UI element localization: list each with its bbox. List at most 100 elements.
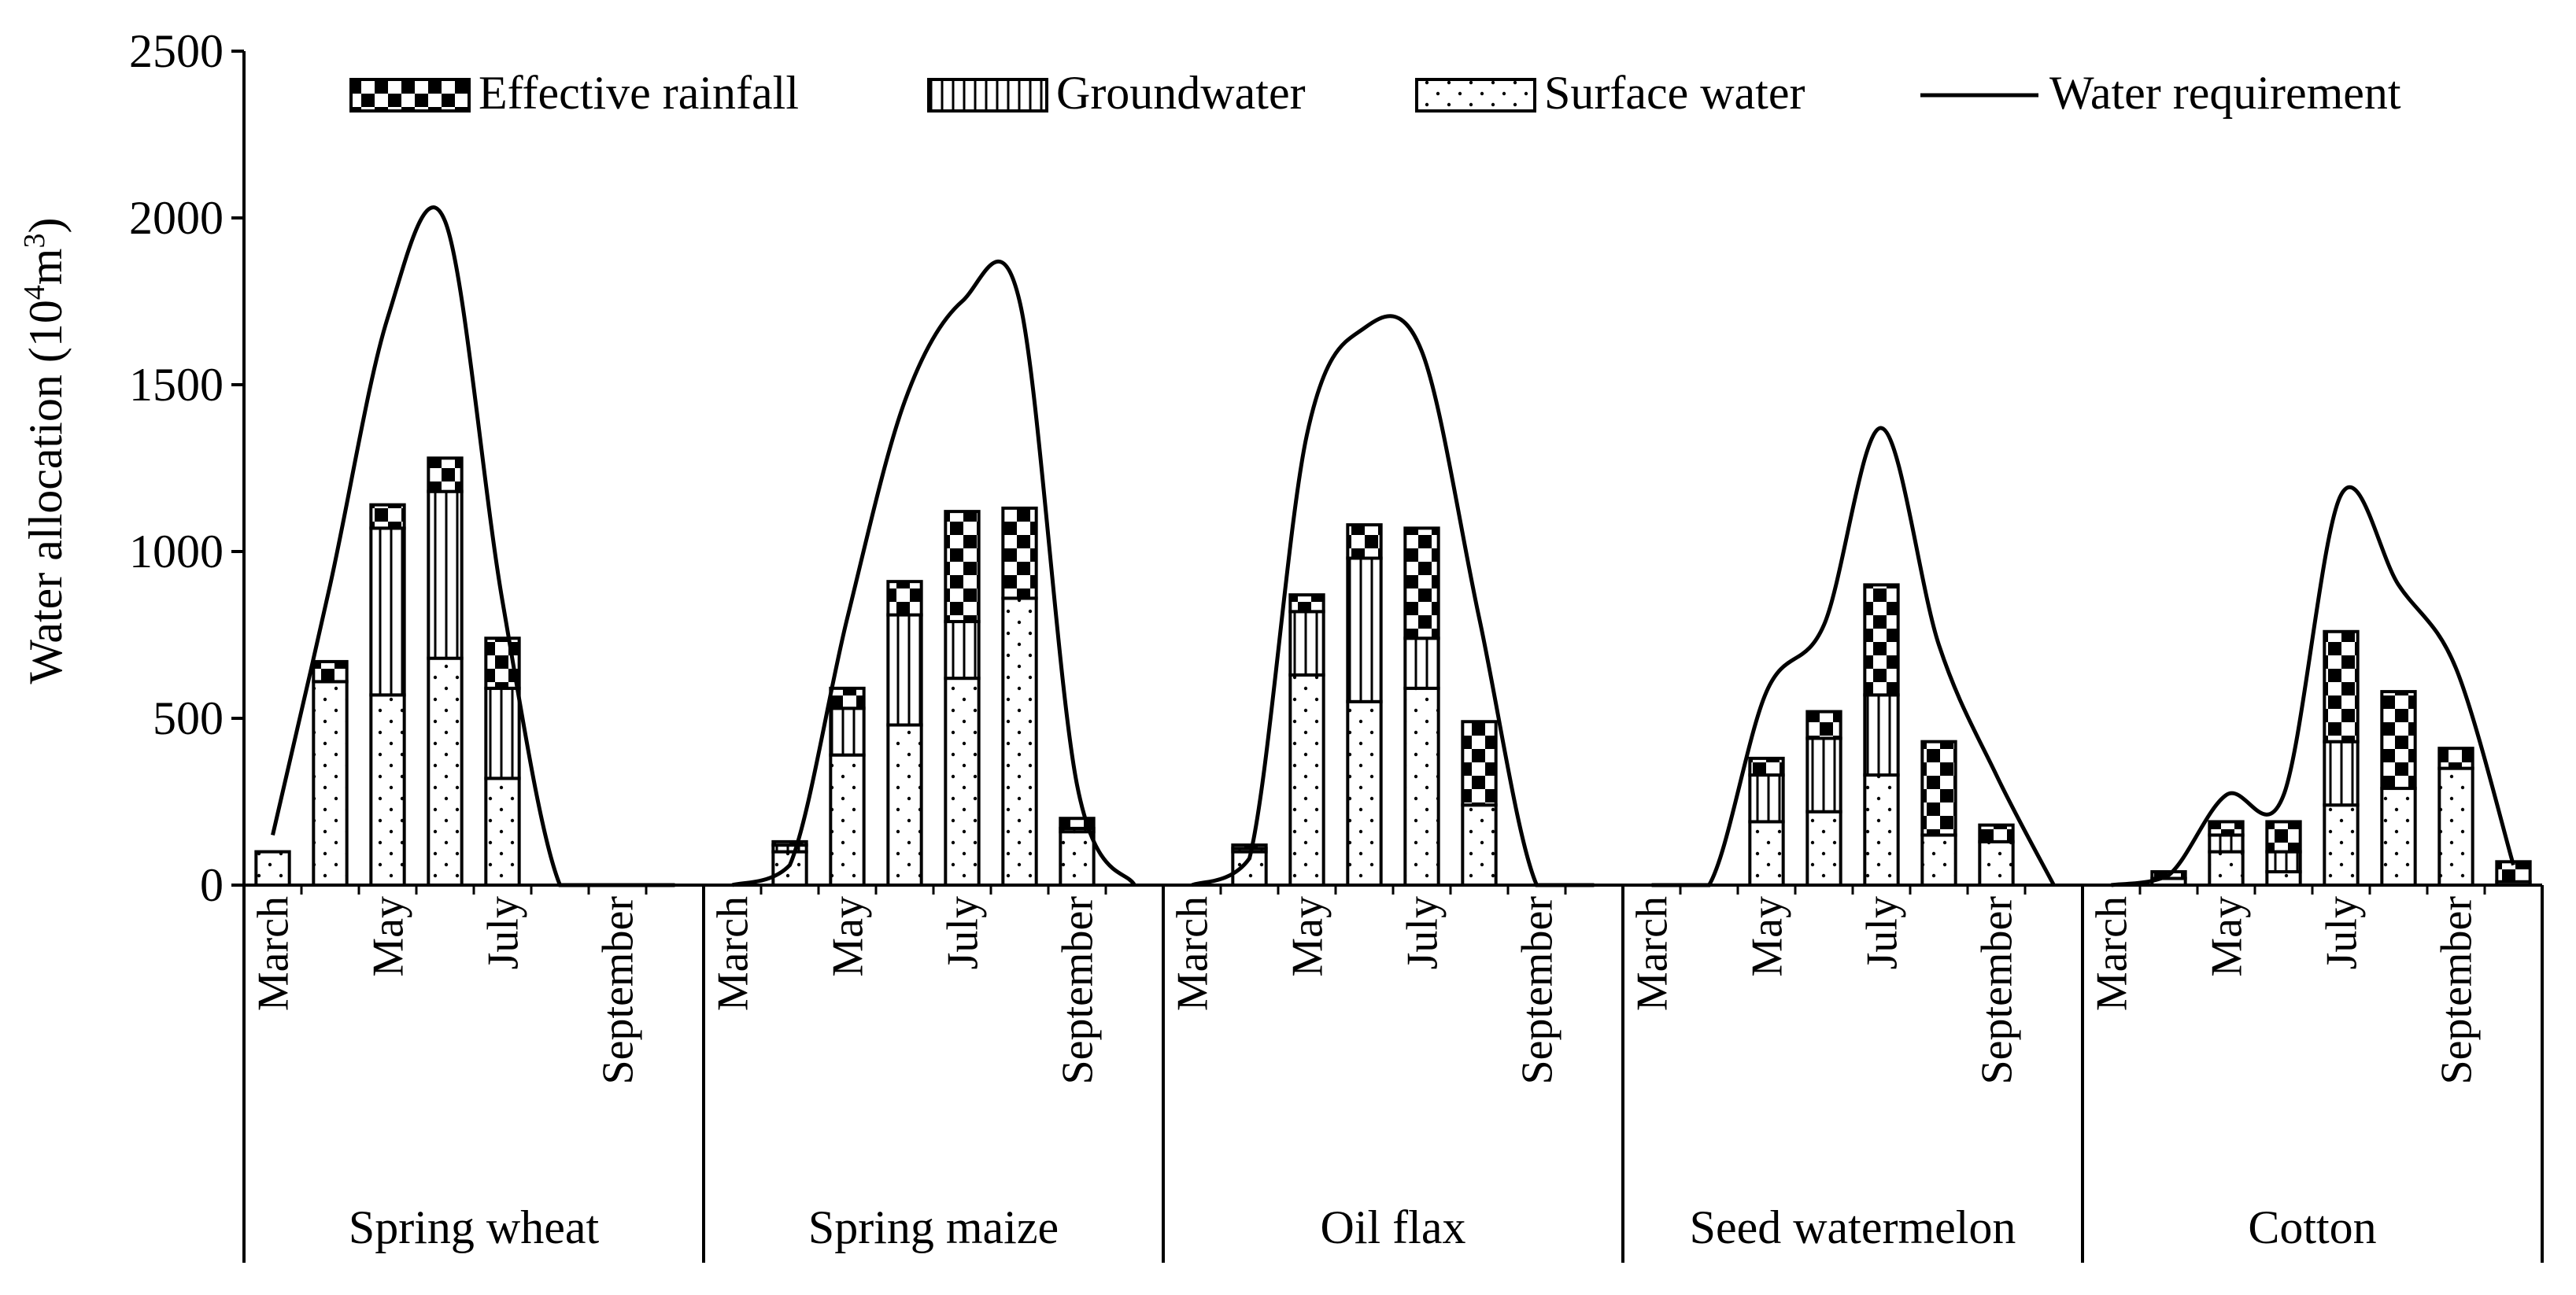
bar-surface-water-cotton-september bbox=[2437, 766, 2474, 887]
bar-effective-rainfall-oil-flax-july bbox=[1403, 526, 1440, 640]
water-requirement-line-cotton bbox=[2111, 485, 2515, 887]
bar-surface-water-seed-watermelon-june bbox=[1805, 810, 1842, 887]
bar-groundwater-cotton-july bbox=[2323, 740, 2360, 807]
legend: Effective rainfall Groundwater Surface w… bbox=[349, 67, 2401, 119]
bar-surface-water-spring-maize-july bbox=[944, 677, 981, 887]
requirement-lines bbox=[271, 205, 2515, 887]
bar-effective-rainfall-spring-wheat-may bbox=[369, 503, 406, 530]
bar-surface-water-spring-maize-august bbox=[1001, 596, 1038, 887]
bar-groundwater-spring-maize-may bbox=[829, 707, 866, 757]
y-tick-label: 1000 bbox=[129, 526, 224, 577]
y-tick-label: 2000 bbox=[129, 192, 224, 244]
month-label: May bbox=[364, 896, 413, 977]
axes: 0 500 1000 1500 2000 2500 Spring wheat March May… bbox=[129, 25, 2544, 1263]
bar-effective-rainfall-cotton-july bbox=[2323, 629, 2360, 743]
bars bbox=[254, 456, 2532, 887]
bar-effective-rainfall-seed-watermelon-may bbox=[1748, 756, 1785, 777]
bar-effective-rainfall-spring-wheat-june bbox=[427, 456, 464, 493]
bar-effective-rainfall-oil-flax-august bbox=[1461, 720, 1498, 807]
bar-surface-water-spring-wheat-june bbox=[427, 656, 464, 887]
month-label: March bbox=[1169, 896, 1218, 1011]
bar-surface-water-spring-maize-may bbox=[829, 753, 866, 887]
month-label: July bbox=[939, 896, 988, 969]
bar-surface-water-seed-watermelon-may bbox=[1748, 820, 1785, 887]
legend-item-effective-rainfall: Effective rainfall bbox=[349, 67, 799, 119]
crop-label-cotton: Cotton bbox=[2248, 1201, 2376, 1253]
bar-effective-rainfall-spring-maize-may bbox=[829, 686, 866, 710]
legend-swatch-effective-rainfall bbox=[349, 78, 471, 113]
y-axis-title-unit: m bbox=[20, 249, 72, 286]
bar-groundwater-oil-flax-may bbox=[1288, 610, 1325, 677]
bar-surface-water-spring-maize-april bbox=[771, 850, 808, 887]
bar-groundwater-spring-wheat-june bbox=[427, 489, 464, 660]
month-label: July bbox=[1858, 896, 1907, 969]
month-label: March bbox=[1628, 896, 1677, 1011]
bar-surface-water-cotton-june bbox=[2265, 870, 2302, 887]
bar-effective-rainfall-oil-flax-april bbox=[1231, 843, 1268, 850]
bar-groundwater-oil-flax-july bbox=[1403, 636, 1440, 690]
bar-effective-rainfall-cotton-may bbox=[2208, 820, 2245, 837]
bar-effective-rainfall-cotton-june bbox=[2265, 820, 2302, 854]
bar-groundwater-cotton-june bbox=[2265, 850, 2302, 874]
bar-surface-water-seed-watermelon-july bbox=[1863, 773, 1900, 887]
bar-surface-water-spring-wheat-july bbox=[484, 777, 521, 887]
water-requirement-line-seed-watermelon bbox=[1651, 426, 2056, 887]
month-label: July bbox=[2318, 896, 2367, 969]
legend-label-groundwater: Groundwater bbox=[1056, 67, 1306, 119]
bar-groundwater-oil-flax-june bbox=[1346, 556, 1383, 703]
bar-effective-rainfall-cotton-september bbox=[2437, 747, 2474, 770]
month-label: May bbox=[824, 896, 873, 977]
legend-item-water-requirement: Water requirement bbox=[1920, 67, 2401, 119]
bar-surface-water-spring-wheat-april bbox=[312, 680, 349, 887]
bar-surface-water-spring-wheat-march bbox=[254, 850, 291, 887]
legend-item-surface-water: Surface water bbox=[1415, 67, 1805, 119]
crop-label-oil-flax: Oil flax bbox=[1321, 1201, 1466, 1253]
bar-surface-water-seed-watermelon-august bbox=[1920, 833, 1957, 887]
bar-surface-water-oil-flax-may bbox=[1288, 673, 1325, 887]
bar-surface-water-spring-maize-june bbox=[886, 723, 923, 887]
bar-surface-water-seed-watermelon-september bbox=[1978, 839, 2015, 887]
bar-surface-water-spring-wheat-may bbox=[369, 693, 406, 887]
bar-groundwater-seed-watermelon-may bbox=[1748, 773, 1785, 824]
bar-effective-rainfall-seed-watermelon-july bbox=[1863, 583, 1900, 697]
month-label: May bbox=[1284, 896, 1332, 977]
bar-effective-rainfall-spring-maize-july bbox=[944, 510, 981, 624]
bar-surface-water-oil-flax-june bbox=[1346, 699, 1383, 887]
month-label: September bbox=[1513, 896, 1562, 1085]
crop-label-spring-wheat: Spring wheat bbox=[349, 1201, 600, 1253]
bar-effective-rainfall-spring-maize-april bbox=[771, 839, 808, 847]
y-axis-title-sup: 4 bbox=[18, 285, 51, 300]
legend-item-groundwater: Groundwater bbox=[927, 67, 1306, 119]
bar-surface-water-oil-flax-july bbox=[1403, 686, 1440, 887]
y-axis-title-sup2: 3 bbox=[18, 234, 51, 249]
bar-effective-rainfall-spring-maize-june bbox=[886, 580, 923, 617]
y-axis-title-main: Water allocation (10 bbox=[20, 300, 72, 684]
month-label: September bbox=[2433, 896, 2482, 1085]
bar-effective-rainfall-seed-watermelon-june bbox=[1805, 710, 1842, 740]
bar-groundwater-seed-watermelon-june bbox=[1805, 736, 1842, 814]
legend-label-effective-rainfall: Effective rainfall bbox=[479, 67, 799, 119]
month-label: May bbox=[2203, 896, 2252, 977]
bar-surface-water-spring-maize-september bbox=[1059, 830, 1096, 887]
month-label: September bbox=[594, 896, 643, 1085]
y-axis-title: Water allocation (104m3) bbox=[18, 218, 72, 684]
bar-effective-rainfall-cotton-august bbox=[2380, 690, 2417, 791]
bar-effective-rainfall-seed-watermelon-august bbox=[1920, 740, 1957, 837]
y-axis-title-end: ) bbox=[20, 218, 72, 234]
month-label: March bbox=[709, 896, 758, 1011]
bar-groundwater-seed-watermelon-july bbox=[1863, 693, 1900, 777]
legend-label-surface-water: Surface water bbox=[1544, 67, 1805, 119]
bar-surface-water-cotton-july bbox=[2323, 803, 2360, 887]
crop-label-seed-watermelon: Seed watermelon bbox=[1690, 1201, 2016, 1253]
month-label: May bbox=[1743, 896, 1792, 977]
water-requirement-line-spring-wheat bbox=[271, 205, 675, 887]
month-label: September bbox=[1054, 896, 1103, 1085]
y-tick-label: 1500 bbox=[129, 359, 224, 411]
bar-groundwater-spring-wheat-july bbox=[484, 686, 521, 780]
month-label: March bbox=[2088, 896, 2137, 1011]
y-tick-label: 500 bbox=[153, 692, 224, 744]
y-tick-label: 2500 bbox=[129, 25, 224, 77]
bar-surface-water-cotton-august bbox=[2380, 787, 2417, 887]
crop-label-spring-maize: Spring maize bbox=[808, 1201, 1059, 1253]
